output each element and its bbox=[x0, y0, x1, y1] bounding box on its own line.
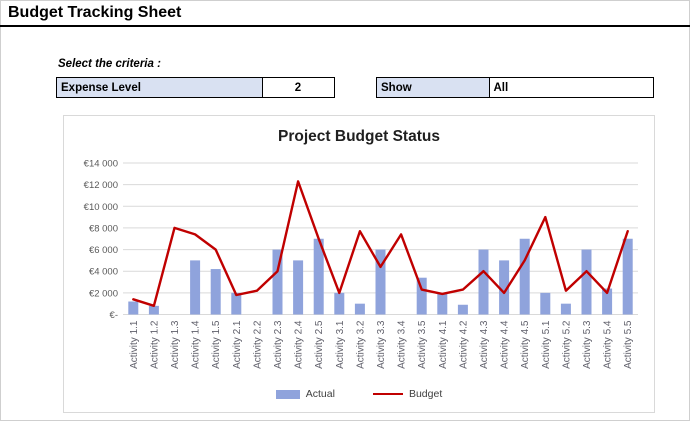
bar-actual bbox=[190, 260, 201, 315]
bar-actual bbox=[416, 277, 427, 315]
expense-level-label-cell: Expense Level bbox=[56, 77, 263, 98]
x-axis-tick-label: Activity 5.1 bbox=[541, 320, 552, 369]
x-axis-tick-label: Activity 2.1 bbox=[232, 320, 243, 369]
show-label-cell: Show bbox=[376, 77, 490, 98]
bar-actual bbox=[148, 305, 159, 315]
x-axis-tick-label: Activity 4.2 bbox=[458, 320, 469, 369]
y-axis-tick-label: €6 000 bbox=[89, 245, 118, 256]
title-divider bbox=[0, 25, 690, 27]
x-axis-tick-label: Activity 4.1 bbox=[438, 320, 449, 369]
y-axis-tick-label: €4 000 bbox=[89, 267, 118, 278]
y-axis-tick-label: €10 000 bbox=[84, 202, 118, 213]
bar-actual bbox=[293, 260, 304, 315]
bar-actual bbox=[354, 303, 365, 315]
bar-actual bbox=[457, 304, 468, 315]
x-axis-tick-label: Activity 1.2 bbox=[149, 320, 160, 369]
criteria-heading: Select the criteria : bbox=[58, 58, 161, 70]
bar-actual bbox=[499, 260, 510, 315]
x-axis-tick-label: Activity 2.4 bbox=[294, 320, 305, 369]
bar-actual bbox=[210, 269, 221, 315]
y-axis-tick-label: €8 000 bbox=[89, 223, 118, 234]
x-axis-tick-label: Activity 1.3 bbox=[170, 320, 181, 369]
expense-level-row: Expense Level 2 bbox=[56, 77, 335, 98]
bar-actual bbox=[313, 238, 324, 315]
x-axis-tick-label: Activity 2.3 bbox=[273, 320, 284, 369]
y-axis-tick-label: €12 000 bbox=[84, 180, 118, 191]
bar-actual bbox=[272, 249, 283, 315]
bar-actual bbox=[231, 292, 242, 315]
x-axis-tick-label: Activity 2.2 bbox=[252, 320, 263, 369]
bar-actual bbox=[622, 238, 633, 315]
expense-level-input-cell[interactable]: 2 bbox=[261, 77, 335, 98]
bar-actual bbox=[375, 249, 386, 315]
bar-actual bbox=[128, 301, 139, 315]
x-axis-tick-label: Activity 3.3 bbox=[376, 320, 387, 369]
bar-actual bbox=[519, 238, 530, 315]
chart-plot-area: €- €2 000 €4 000 €6 000 €8 000 €10 000 €12 000… bbox=[84, 159, 638, 369]
bar-actual bbox=[437, 293, 448, 315]
x-axis-tick-label: Activity 3.1 bbox=[335, 320, 346, 369]
show-input-cell[interactable]: All bbox=[488, 77, 654, 98]
x-axis-tick-label: Activity 5.5 bbox=[623, 320, 634, 369]
x-axis-tick-label: Activity 2.5 bbox=[314, 320, 325, 369]
x-axis-tick-label: Activity 4.4 bbox=[500, 320, 511, 369]
y-axis-tick-label: €- bbox=[110, 310, 118, 321]
budget-series-swatch bbox=[372, 392, 403, 396]
x-axis-tick-label: Activity 1.4 bbox=[191, 320, 202, 369]
x-axis-tick-label: Activity 5.4 bbox=[603, 320, 614, 369]
x-axis-tick-label: Activity 3.5 bbox=[417, 320, 428, 369]
x-axis-tick-label: Activity 4.3 bbox=[479, 320, 490, 369]
y-axis-tick-label: €2 000 bbox=[89, 288, 118, 299]
x-axis-tick-label: Activity 5.3 bbox=[582, 320, 593, 369]
x-axis-tick-label: Activity 1.1 bbox=[129, 320, 140, 369]
show-row: Show All bbox=[376, 77, 654, 98]
bar-actual bbox=[560, 303, 571, 315]
legend-item-actual: Actual bbox=[275, 388, 335, 400]
chart-title: Project Budget Status bbox=[278, 128, 440, 145]
bar-actual bbox=[334, 292, 345, 315]
x-axis-tick-label: Activity 3.4 bbox=[397, 320, 408, 369]
actual-series-swatch bbox=[275, 389, 300, 399]
x-axis-tick-label: Activity 1.5 bbox=[211, 320, 222, 369]
bar-actual bbox=[581, 249, 592, 315]
page-title: Budget Tracking Sheet bbox=[8, 4, 182, 21]
line-budget bbox=[132, 180, 629, 308]
y-axis-tick-label: €14 000 bbox=[84, 159, 118, 170]
legend-item-budget: Budget bbox=[372, 388, 443, 400]
bar-actual bbox=[540, 292, 551, 315]
chart-legend: Actual Budget bbox=[64, 388, 654, 400]
bar-actual bbox=[478, 249, 489, 315]
x-axis-tick-label: Activity 4.5 bbox=[520, 320, 531, 369]
legend-label-actual: Actual bbox=[305, 388, 335, 400]
bar-actual bbox=[602, 288, 613, 315]
budget-chart: Project Budget Status €- €2 000 €4 000 €6 0… bbox=[63, 115, 655, 413]
x-axis-tick-label: Activity 5.2 bbox=[561, 320, 572, 369]
x-axis-tick-label: Activity 3.2 bbox=[355, 320, 366, 369]
legend-label-budget: Budget bbox=[408, 388, 443, 400]
